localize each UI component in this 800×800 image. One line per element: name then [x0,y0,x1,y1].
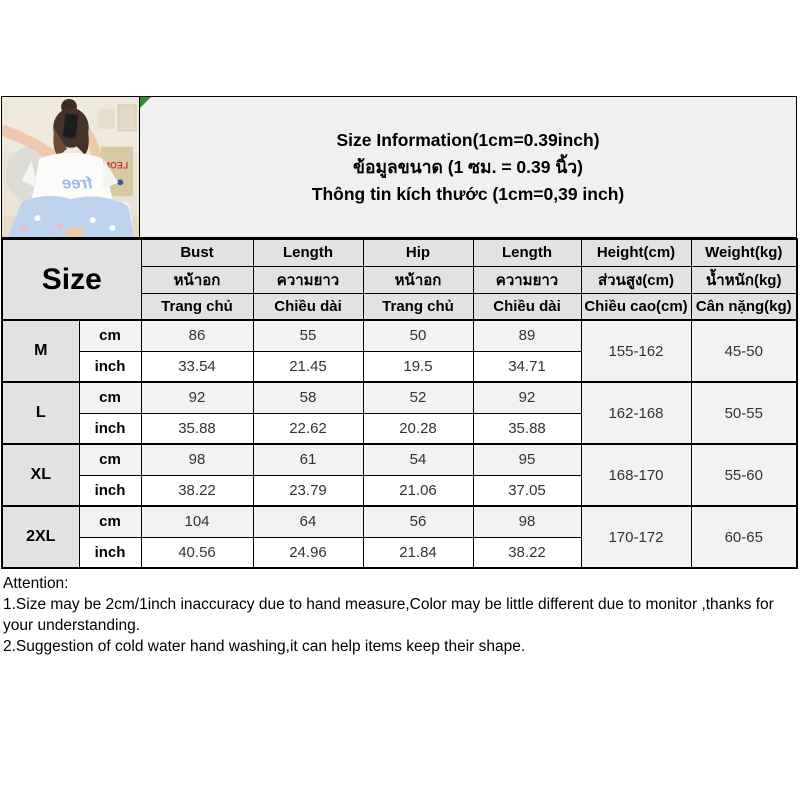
attention-line-1: 1.Size may be 2cm/1inch inaccuracy due t… [3,596,774,634]
xl-length2-inch: 37.05 [472,474,582,507]
unit-inch: inch [78,412,142,445]
table-row-l-inch: inch 35.88 22.62 20.28 35.88 [2,412,797,445]
xl-hip-cm: 54 [362,443,474,476]
xl-weight: 55-60 [690,443,798,507]
size-sheet: LEON [1,96,798,569]
2xl-height: 170-172 [580,505,692,569]
m-bust-inch: 33.54 [140,350,254,383]
unit-inch: inch [78,474,142,507]
l-length-inch: 22.62 [252,412,364,445]
col-weight-th: น้ำหนัก(kg) [690,265,798,294]
table-row-m-cm: M cm 86 55 50 89 155-162 45-50 [1,319,798,383]
svg-text:free: free [62,173,93,192]
col-length-vi: Chiều dài [252,292,364,321]
col-height-th: ส่วนสูง(cm) [580,265,692,294]
m-weight: 45-50 [690,319,798,383]
size-xl: XL [1,443,80,507]
m-length2-cm: 89 [472,319,582,352]
col-hip-th: หน้าอก [362,265,474,294]
col-bust-th: หน้าอก [140,265,254,294]
l-length2-cm: 92 [472,381,582,414]
l-weight: 50-55 [690,381,798,445]
xl-length-cm: 61 [252,443,364,476]
table-row-2xl-cm: 2XL cm 104 64 56 98 170-172 60-65 [1,505,798,569]
col-height-en: Height(cm) [580,238,692,267]
table-row-xl-cm: XL cm 98 61 54 95 168-170 55-60 [1,443,798,507]
m-hip-inch: 19.5 [362,350,474,383]
attention-note: Attention: 1.Size may be 2cm/1inch inacc… [3,573,797,657]
size-header: Size [1,238,142,321]
m-length-inch: 21.45 [252,350,364,383]
col-length-th: ความยาว [252,265,364,294]
xl-length2-cm: 95 [472,443,582,476]
l-height: 162-168 [580,381,692,445]
2xl-length-inch: 24.96 [252,536,364,569]
l-length-cm: 58 [252,381,364,414]
unit-inch: inch [78,350,142,383]
title-english: Size Information(1cm=0.39inch) [336,129,600,150]
cell-comment-marker-icon [140,97,151,108]
size-m: M [1,319,80,383]
xl-height: 168-170 [580,443,692,507]
col-length2-en: Length [472,238,582,267]
size-table: Size Bust Length Hip Length Height(cm) W… [1,238,798,569]
col-length-en: Length [252,238,364,267]
2xl-length2-cm: 98 [472,505,582,538]
2xl-length-cm: 64 [252,505,364,538]
attention-heading: Attention: [3,575,69,592]
m-length2-inch: 34.71 [472,350,582,383]
product-photo: LEON [1,96,140,238]
attention-line-2: 2.Suggestion of cold water hand washing,… [3,638,526,655]
col-height-vi: Chiều cao(cm) [580,292,692,321]
l-length2-inch: 35.88 [472,412,582,445]
l-bust-inch: 35.88 [140,412,254,445]
col-bust-vi: Trang chủ [140,292,254,321]
xl-bust-inch: 38.22 [140,474,254,507]
unit-cm: cm [78,443,142,476]
m-bust-cm: 86 [140,319,254,352]
title-block: Size Information(1cm=0.39inch) ข้อมูลขนา… [140,96,797,238]
2xl-bust-cm: 104 [140,505,254,538]
2xl-length2-inch: 38.22 [472,536,582,569]
col-weight-en: Weight(kg) [690,238,798,267]
l-hip-inch: 20.28 [362,412,474,445]
col-hip-vi: Trang chủ [362,292,474,321]
2xl-hip-inch: 21.84 [362,536,474,569]
xl-bust-cm: 98 [140,443,254,476]
unit-inch: inch [78,536,142,569]
unit-cm: cm [78,381,142,414]
m-length-cm: 55 [252,319,364,352]
product-photo-illustration: LEON [2,97,139,237]
m-hip-cm: 50 [362,319,474,352]
col-bust-en: Bust [140,238,254,267]
col-length2-vi: Chiều dài [472,292,582,321]
size-2xl: 2XL [1,505,80,569]
l-hip-cm: 52 [362,381,474,414]
2xl-weight: 60-65 [690,505,798,569]
unit-cm: cm [78,319,142,352]
unit-cm: cm [78,505,142,538]
svg-text:LEON: LEON [104,160,129,170]
top-row: LEON [1,96,797,238]
size-l: L [1,381,80,445]
m-height: 155-162 [580,319,692,383]
title-vietnamese: Thông tin kích thước (1cm=0,39 inch) [311,183,625,204]
title-thai: ข้อมูลขนาด (1 ซม. = 0.39 นิ้ว) [353,156,583,177]
col-length2-th: ความยาว [472,265,582,294]
l-bust-cm: 92 [140,381,254,414]
table-row-m-inch: inch 33.54 21.45 19.5 34.71 [2,350,797,383]
xl-length-inch: 23.79 [252,474,364,507]
table-row-2xl-inch: inch 40.56 24.96 21.84 38.22 [2,536,797,569]
col-hip-en: Hip [362,238,474,267]
2xl-bust-inch: 40.56 [140,536,254,569]
header-row-en: Size Bust Length Hip Length Height(cm) W… [1,238,798,321]
table-row-l-cm: L cm 92 58 52 92 162-168 50-55 [1,381,798,445]
xl-hip-inch: 21.06 [362,474,474,507]
table-row-xl-inch: inch 38.22 23.79 21.06 37.05 [2,474,797,507]
header-row-th: หน้าอก ความยาว หน้าอก ความยาว ส่วนสูง(cm… [2,265,798,294]
col-weight-vi: Cân nặng(kg) [690,292,798,321]
2xl-hip-cm: 56 [362,505,474,538]
